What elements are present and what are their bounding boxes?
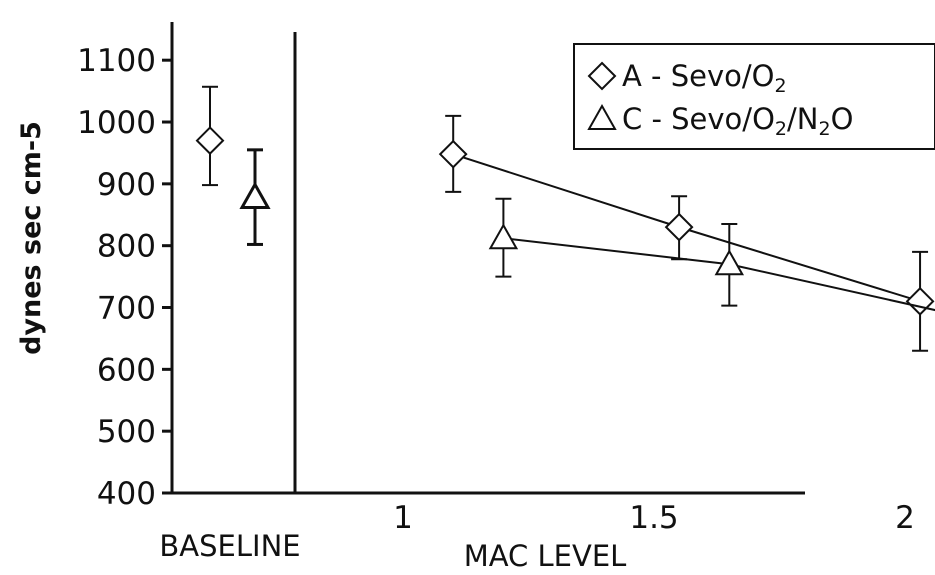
legend-subscript: 2 (775, 75, 787, 97)
y-tick-label: 1000 (77, 105, 156, 141)
y-tick-label: 600 (97, 352, 156, 388)
y-tick-label: 900 (97, 167, 156, 203)
series-diamond (195, 85, 935, 352)
diamond-marker (438, 139, 468, 169)
y-tick-label: 400 (97, 476, 156, 512)
legend-label: C - Sevo/O2/N2O (622, 102, 853, 140)
y-tick-label: 500 (97, 414, 156, 450)
legend-subscript: 2 (818, 118, 830, 140)
legend-label-main: A - Sevo/O (622, 59, 775, 93)
y-axis-label: dynes sec cm-5 (16, 121, 47, 355)
diamond-marker (905, 286, 935, 316)
series-triangle (239, 148, 935, 312)
diamond-marker (195, 126, 225, 155)
legend-label-part: O (831, 102, 854, 136)
axes (170, 22, 805, 495)
legend: A - Sevo/O2C - Sevo/O2/N2O (573, 43, 935, 150)
x-tick-label: 2 (895, 500, 915, 536)
series-line (503, 237, 935, 312)
triangle-marker (239, 181, 271, 209)
series-layer (195, 85, 935, 352)
x-tick-label: 1.5 (629, 500, 678, 536)
triangle-marker (714, 249, 745, 276)
legend-box (573, 43, 935, 150)
x-axis-label: MAC LEVEL (464, 539, 627, 573)
diamond-marker (664, 212, 694, 242)
legend-label-part: /N (787, 102, 818, 136)
legend-subscript: 2 (775, 118, 787, 140)
legend-label: A - Sevo/O2 (622, 59, 787, 97)
triangle-marker (587, 103, 617, 130)
baseline-label: BASELINE (159, 529, 300, 563)
y-tick-label: 1100 (77, 43, 156, 79)
y-tick-label: 800 (97, 229, 156, 265)
y-tick-label: 700 (97, 291, 156, 327)
legend-label-main: C - Sevo/O (622, 102, 775, 136)
x-tick-label: 1 (393, 500, 413, 536)
triangle-marker (488, 223, 519, 250)
diamond-marker (587, 61, 617, 91)
